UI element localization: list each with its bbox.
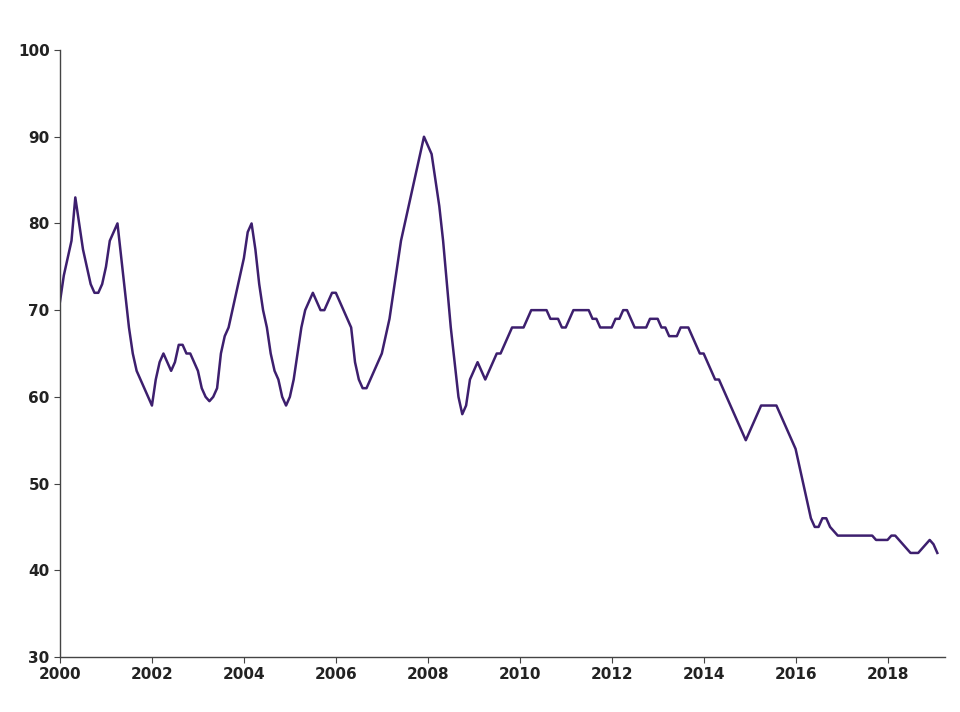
Text: Average Stocks Per Surveyor (Branch): Average Stocks Per Surveyor (Branch) [269, 13, 691, 32]
Text: Level: Level [24, 14, 74, 31]
